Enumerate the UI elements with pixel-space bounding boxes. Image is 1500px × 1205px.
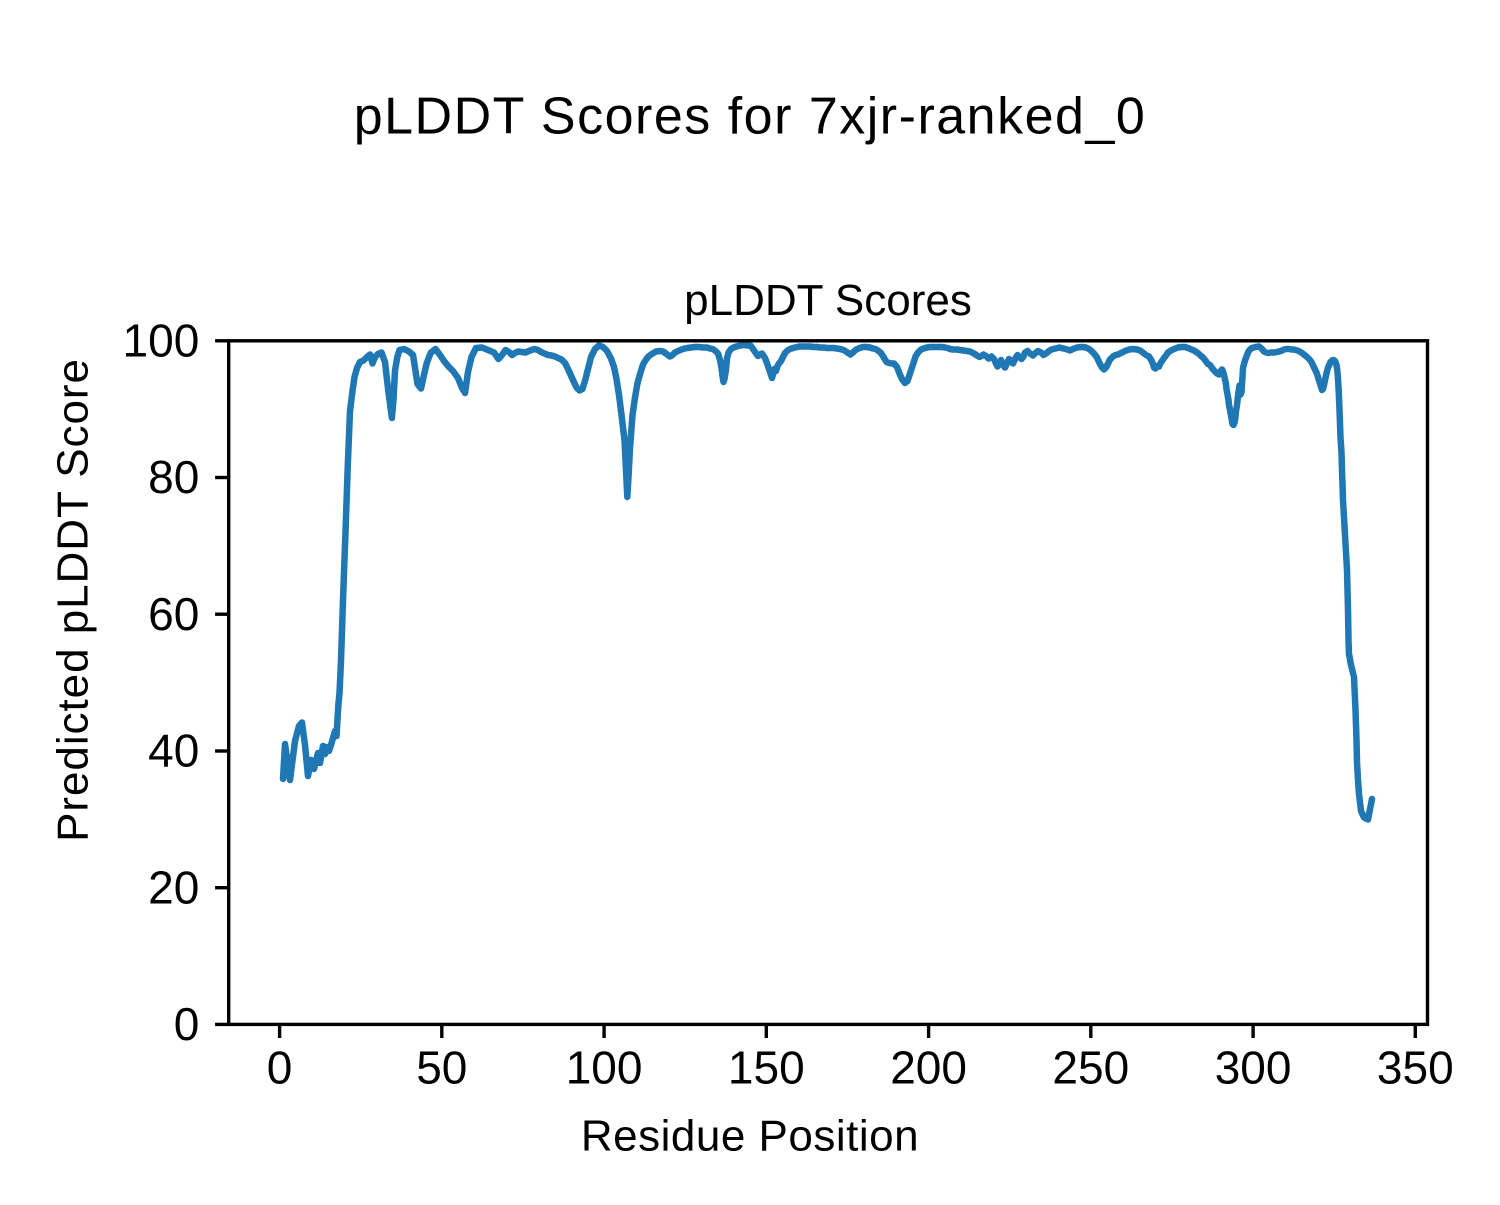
svg-text:200: 200 (890, 1041, 967, 1093)
svg-text:Residue Position: Residue Position (581, 1112, 919, 1161)
svg-text:40: 40 (148, 725, 199, 777)
svg-text:50: 50 (416, 1041, 467, 1093)
svg-text:0: 0 (267, 1041, 293, 1093)
svg-text:350: 350 (1377, 1041, 1454, 1093)
svg-text:100: 100 (123, 315, 200, 367)
svg-text:80: 80 (148, 451, 199, 503)
svg-text:Predicted pLDDT Score: Predicted pLDDT Score (49, 358, 98, 842)
svg-text:150: 150 (728, 1041, 805, 1093)
svg-text:pLDDT Scores for 7xjr-ranked_0: pLDDT Scores for 7xjr-ranked_0 (354, 88, 1147, 146)
svg-text:300: 300 (1215, 1041, 1292, 1093)
svg-text:100: 100 (566, 1041, 643, 1093)
svg-text:0: 0 (174, 998, 200, 1050)
svg-text:20: 20 (148, 861, 199, 913)
svg-text:pLDDT Scores: pLDDT Scores (684, 276, 972, 325)
svg-text:60: 60 (148, 588, 199, 640)
svg-text:250: 250 (1052, 1041, 1129, 1093)
